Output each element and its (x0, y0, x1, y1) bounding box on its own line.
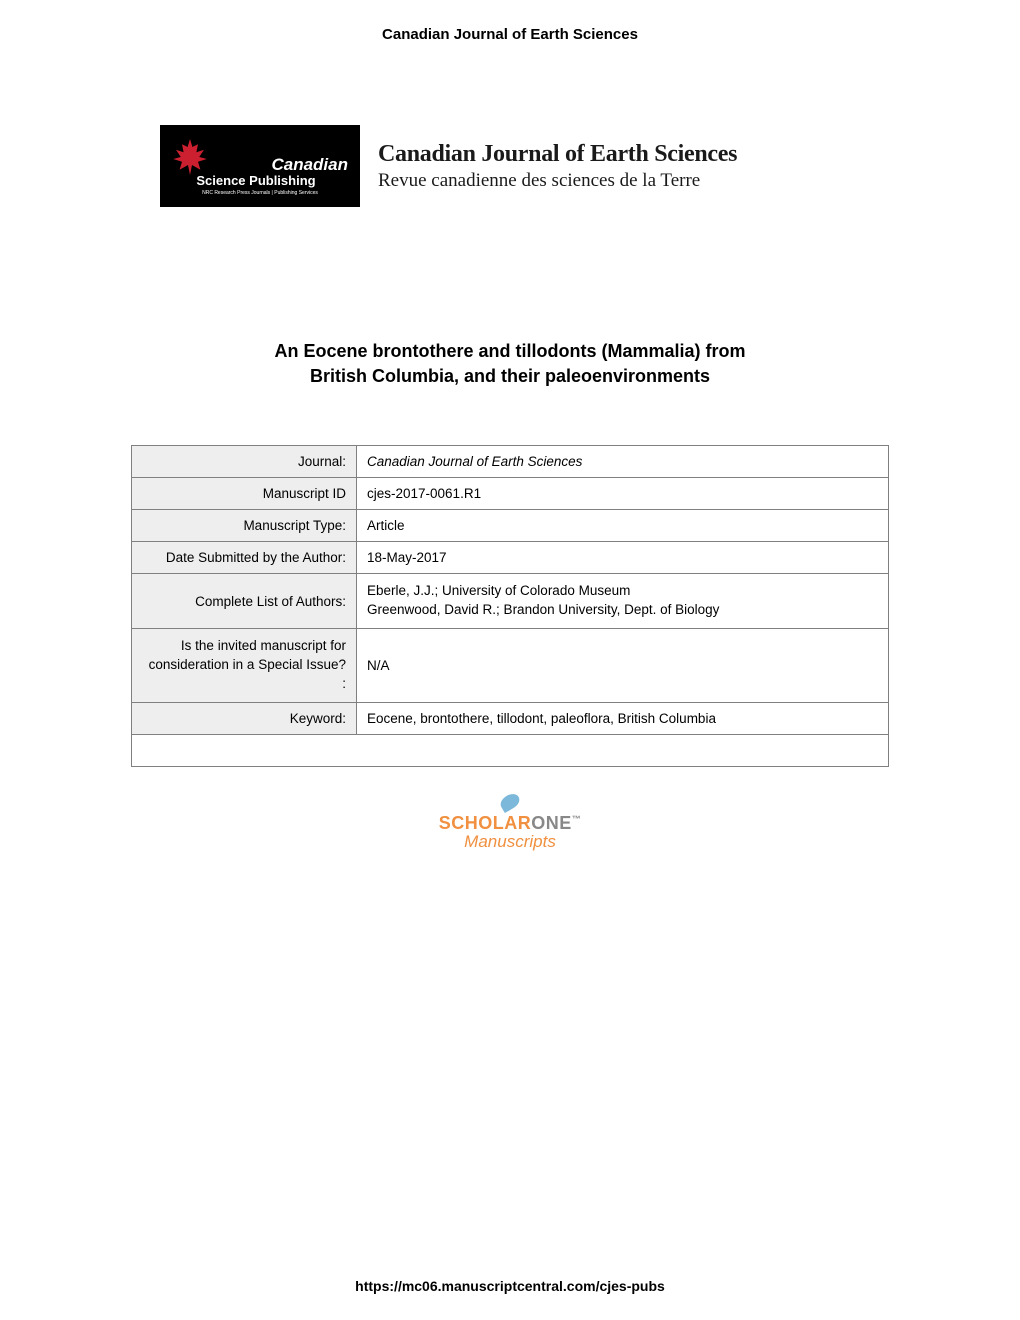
table-row: Complete List of Authors:Eberle, J.J.; U… (132, 574, 889, 629)
metadata-label: Date Submitted by the Author: (132, 542, 357, 574)
metadata-value: Eocene, brontothere, tillodont, paleoflo… (357, 702, 889, 734)
article-title-line1: An Eocene brontothere and tillodonts (Ma… (274, 341, 745, 361)
metadata-label: Is the invited manuscript for considerat… (132, 629, 357, 703)
table-row: Keyword:Eocene, brontothere, tillodont, … (132, 702, 889, 734)
journal-title-block: Canadian Journal of Earth Sciences Revue… (378, 141, 737, 192)
table-row: Date Submitted by the Author:18-May-2017 (132, 542, 889, 574)
metadata-value: Canadian Journal of Earth Sciences (357, 446, 889, 478)
publisher-logo: Canadian Science Publishing NRC Research… (160, 125, 360, 207)
maple-leaf-icon (170, 137, 210, 177)
scholarone-scholar: SCHOLAR (439, 813, 532, 833)
scholarone-icon (498, 791, 522, 813)
scholarone-logo: SCHOLARONE™ Manuscripts (0, 795, 1020, 852)
metadata-label: Journal: (132, 446, 357, 478)
logo-tagline-text: NRC Research Press Journals | Publishing… (202, 190, 318, 196)
scholarone-tm: ™ (572, 814, 582, 824)
metadata-value: Article (357, 510, 889, 542)
scholarone-brand: SCHOLARONE™ (0, 813, 1020, 834)
page-header: Canadian Journal of Earth Sciences (0, 0, 1020, 43)
logo-section: Canadian Science Publishing NRC Research… (160, 125, 1020, 207)
metadata-label: Keyword: (132, 702, 357, 734)
table-row: Journal:Canadian Journal of Earth Scienc… (132, 446, 889, 478)
table-row: Manuscript IDcjes-2017-0061.R1 (132, 478, 889, 510)
page-footer-url: https://mc06.manuscriptcentral.com/cjes-… (0, 1278, 1020, 1294)
manuscript-metadata-table: Journal:Canadian Journal of Earth Scienc… (131, 445, 889, 766)
metadata-label: Complete List of Authors: (132, 574, 357, 629)
journal-title-french: Revue canadienne des sciences de la Terr… (378, 170, 737, 192)
metadata-value: 18-May-2017 (357, 542, 889, 574)
metadata-label: Manuscript ID (132, 478, 357, 510)
metadata-label: Manuscript Type: (132, 510, 357, 542)
scholarone-manuscripts: Manuscripts (0, 832, 1020, 852)
table-empty-row (132, 734, 889, 766)
table-row: Manuscript Type:Article (132, 510, 889, 542)
article-title-line2: British Columbia, and their paleoenviron… (310, 366, 710, 386)
metadata-value: cjes-2017-0061.R1 (357, 478, 889, 510)
scholarone-one: ONE (531, 813, 572, 833)
journal-title-english: Canadian Journal of Earth Sciences (378, 141, 737, 168)
table-row: Is the invited manuscript for considerat… (132, 629, 889, 703)
empty-cell (132, 734, 889, 766)
metadata-value: Eberle, J.J.; University of Colorado Mus… (357, 574, 889, 629)
article-title: An Eocene brontothere and tillodonts (Ma… (0, 339, 1020, 389)
metadata-value: N/A (357, 629, 889, 703)
